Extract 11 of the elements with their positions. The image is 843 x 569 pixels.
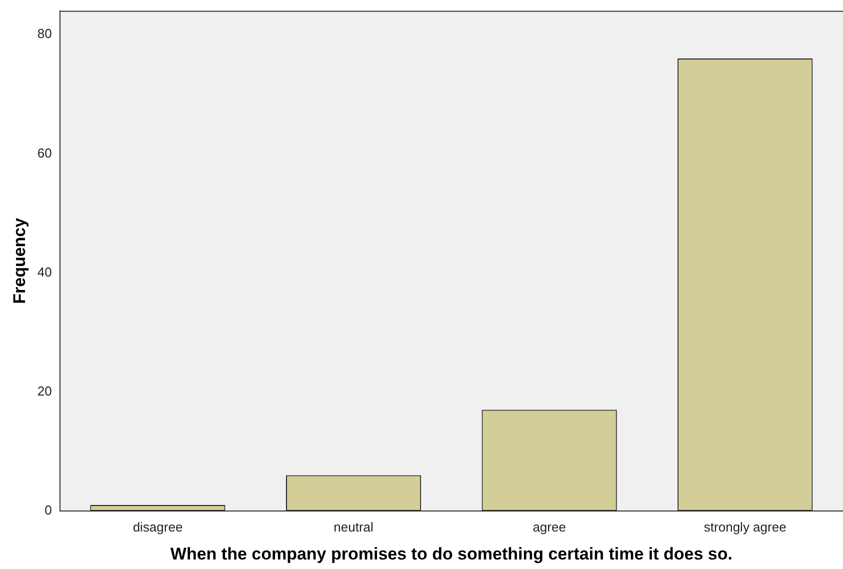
y-tick-label: 60: [37, 145, 52, 160]
x-tick-label: neutral: [334, 519, 374, 534]
y-tick-label: 0: [44, 502, 52, 518]
x-tick-label: agree: [532, 519, 566, 534]
y-tick-label: 20: [37, 383, 52, 398]
y-tick-label: 80: [37, 26, 52, 42]
x-tick-label: strongly agree: [704, 519, 786, 534]
y-tick-label: 40: [37, 264, 52, 280]
x-tick-label: disagree: [132, 519, 183, 534]
x-axis-title: When the company promises to do something certain time it does so.: [170, 544, 732, 564]
y-axis-title: Frequency: [10, 217, 29, 304]
